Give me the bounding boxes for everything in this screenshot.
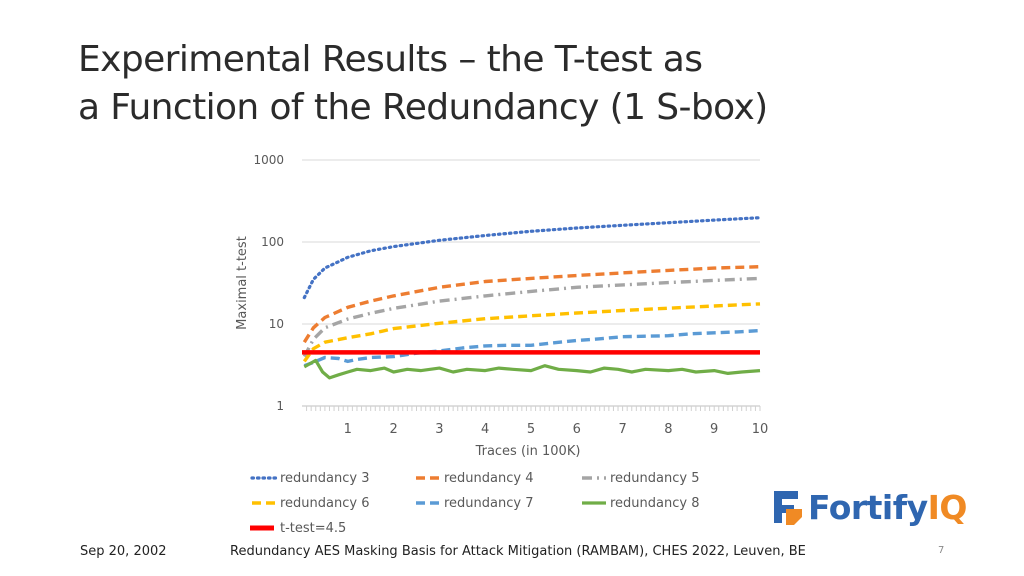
legend-swatch: [582, 501, 606, 505]
fortifyiq-logo-icon: [774, 491, 802, 525]
series-line-2: [302, 276, 761, 358]
series-line-4: [303, 328, 761, 368]
legend-item: t-test=4.5: [244, 518, 346, 538]
legend-label: redundancy 5: [610, 470, 700, 486]
y-axis-label: Maximal t-test: [235, 236, 250, 330]
legend-item: redundancy 6: [244, 493, 370, 513]
chart-legend: redundancy 3 redundancy 4 redundancy 5 redu…: [244, 468, 744, 548]
fortifyiq-logo-text: FortifyIQ: [808, 488, 967, 527]
legend-label: redundancy 3: [280, 470, 370, 486]
legend-item: redundancy 3: [244, 468, 370, 488]
x-tick-label: 7: [618, 422, 626, 437]
x-axis-label: Traces (in 100K): [475, 444, 581, 459]
x-tick-label: 5: [527, 422, 535, 437]
fortifyiq-logo: FortifyIQ: [768, 484, 968, 530]
legend-swatch: [250, 525, 274, 531]
legend-item: redundancy 4: [408, 468, 534, 488]
chart-series: [302, 216, 762, 380]
slide-title-line-2: a Function of the Redundancy (1 S-box): [78, 87, 768, 128]
footer-caption: Redundancy AES Masking Basis for Attack …: [230, 544, 806, 559]
logo-text-accent: IQ: [927, 487, 968, 527]
series-line-5: [303, 358, 761, 380]
x-tick-label: 1: [344, 422, 352, 437]
slide-number: 7: [938, 545, 945, 556]
chart-axes: 1 10 100 1000 1 2 3 4 5 6 7 8 9 10: [253, 153, 768, 437]
x-tick-label: 9: [710, 422, 718, 437]
legend-item: redundancy 7: [408, 493, 534, 513]
footer-date: Sep 20, 2002: [80, 544, 167, 559]
legend-label: redundancy 4: [444, 470, 534, 486]
legend-label: redundancy 8: [610, 495, 700, 511]
legend-swatch: [416, 476, 440, 480]
slide-title: Experimental Results – the T-test as a F…: [78, 36, 938, 132]
x-tick-label: 6: [573, 422, 581, 437]
y-tick-label: 100: [261, 235, 284, 249]
chart-gridlines: [302, 159, 760, 325]
legend-swatch: [252, 501, 276, 505]
legend-label: redundancy 7: [444, 495, 534, 511]
y-tick-label: 10: [269, 317, 284, 331]
legend-item: redundancy 8: [574, 493, 700, 513]
legend-swatch: [416, 501, 440, 505]
y-tick-label: 1000: [253, 153, 284, 167]
logo-text-main: Fortify: [808, 487, 928, 527]
legend-label: redundancy 6: [280, 495, 370, 511]
series-line-3: [302, 302, 761, 363]
legend-item: redundancy 5: [574, 468, 700, 488]
x-tick-label: 8: [664, 422, 672, 437]
legend-label: t-test=4.5: [280, 520, 347, 536]
x-tick-label: 2: [389, 422, 397, 437]
slide-title-line-1: Experimental Results – the T-test as: [78, 39, 703, 80]
legend-swatch: [250, 476, 278, 480]
y-tick-label: 1: [276, 399, 284, 413]
x-tick-label: 10: [752, 422, 769, 437]
x-tick-label: 3: [435, 422, 443, 437]
series-line-0: [302, 216, 762, 300]
legend-swatch: [582, 476, 606, 480]
series-line-1: [302, 265, 761, 344]
x-tick-label: 4: [481, 422, 489, 437]
